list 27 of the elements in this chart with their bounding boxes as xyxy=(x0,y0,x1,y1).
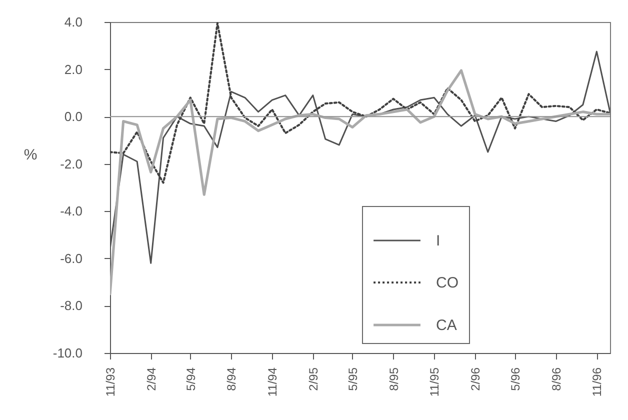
x-tick-label: 8/95 xyxy=(386,367,401,391)
y-tick-label: -10.0 xyxy=(52,346,82,360)
x-tick-label: 5/96 xyxy=(508,367,522,391)
y-tick-label: 0.0 xyxy=(64,109,82,124)
x-tick-label: 11/96 xyxy=(590,367,604,397)
y-tick-label: -2.0 xyxy=(60,156,82,172)
x-tick-label: 8/96 xyxy=(549,367,564,391)
x-tick-label: 5/95 xyxy=(346,367,360,391)
x-tick-label: 2/96 xyxy=(468,367,483,391)
x-tick-label: 8/94 xyxy=(224,367,239,391)
y-tick-label: 2.0 xyxy=(64,62,82,77)
x-tick-label: 2/95 xyxy=(306,367,320,391)
x-tick-label: 2/94 xyxy=(144,367,158,391)
y-tick-label: -4.0 xyxy=(60,204,82,219)
legend-label: I xyxy=(436,232,440,250)
y-tick-label: -6.0 xyxy=(60,250,82,266)
x-tick-label: 11/93 xyxy=(104,367,118,397)
line-series xyxy=(110,22,610,184)
x-tick-label: 11/95 xyxy=(428,367,442,397)
y-tick-label: -8.0 xyxy=(60,298,82,314)
line-series xyxy=(110,69,610,296)
x-tick-label: 11/94 xyxy=(266,367,280,397)
legend-label: CA xyxy=(436,317,457,334)
x-tick-label: 5/94 xyxy=(184,367,198,391)
y-tick-label: 4.0 xyxy=(64,14,82,30)
legend-label: CO xyxy=(436,274,458,292)
y-axis-title: % xyxy=(24,146,38,164)
